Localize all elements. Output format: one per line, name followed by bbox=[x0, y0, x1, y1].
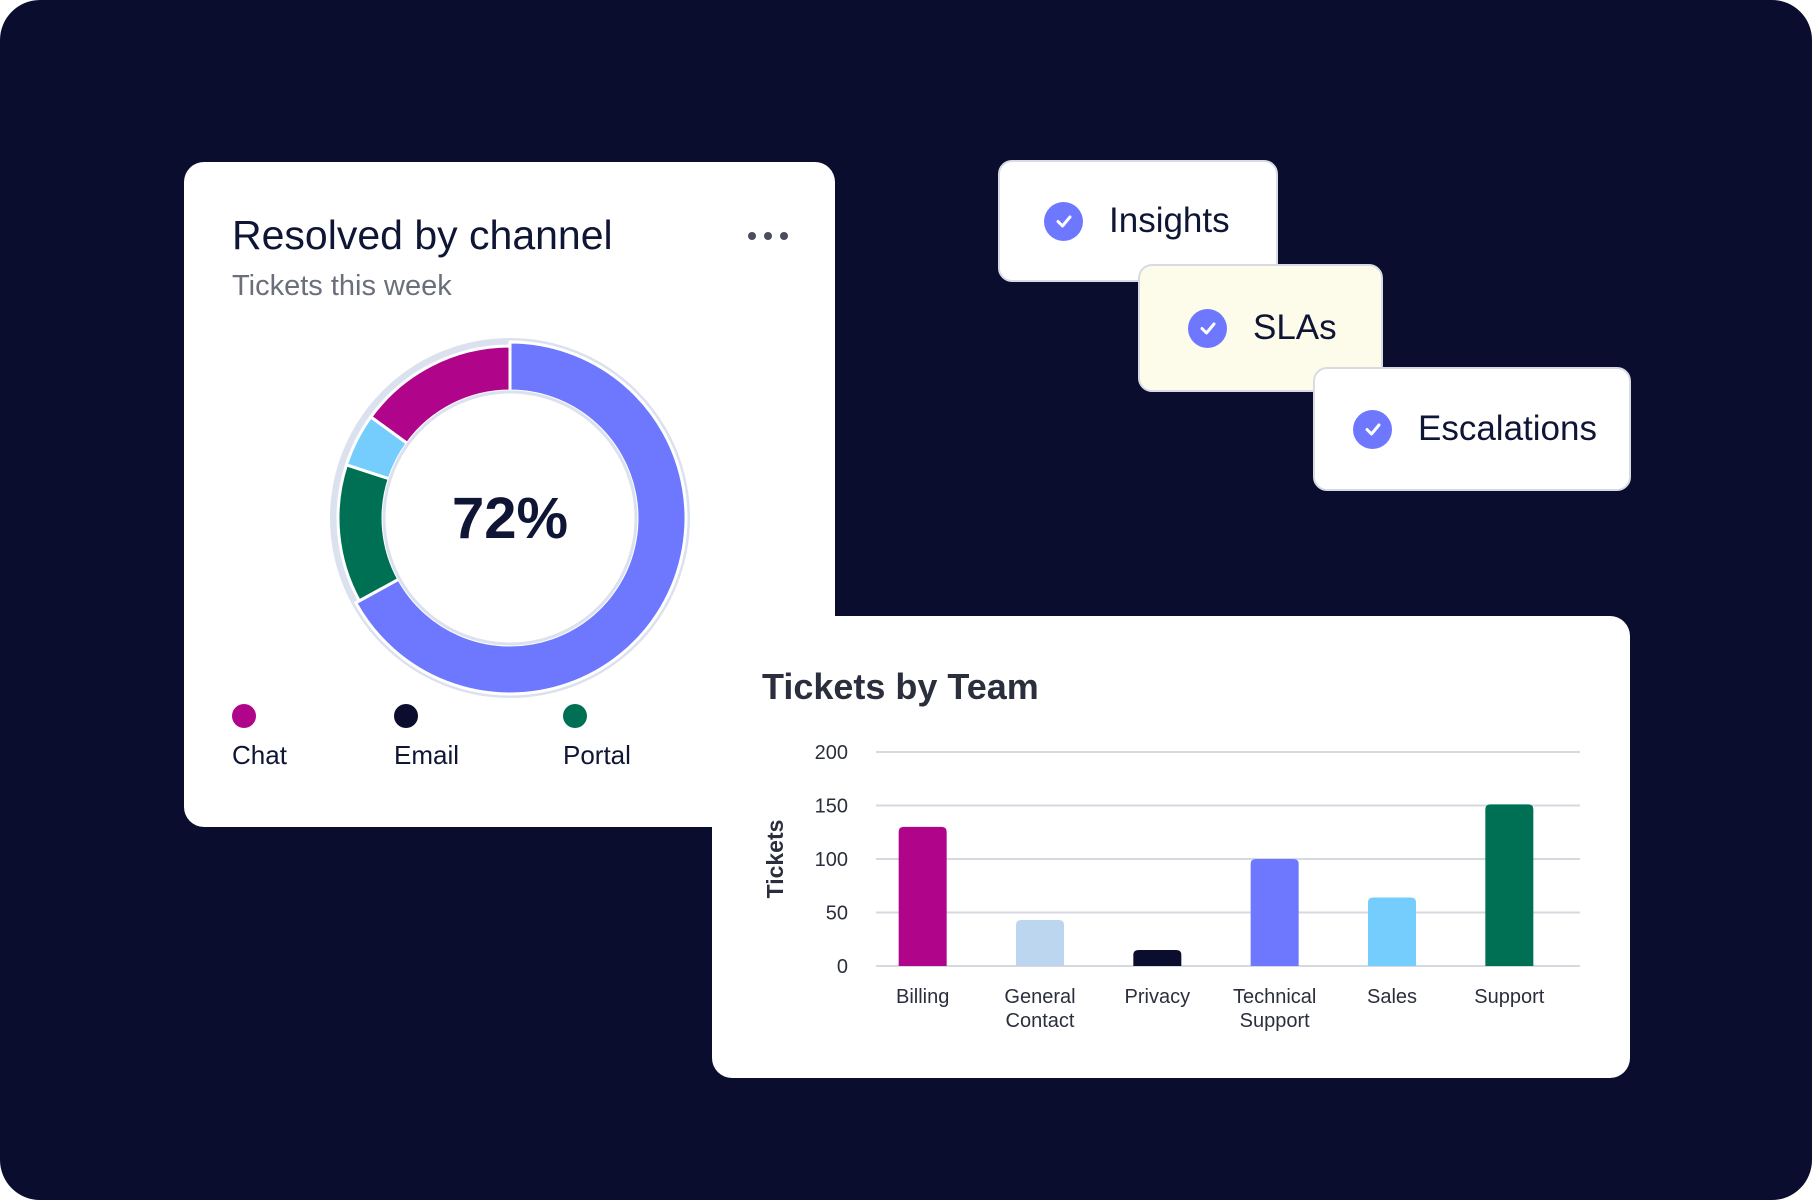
legend-label-chat: Chat bbox=[232, 740, 287, 770]
tag-label-insights: Insights bbox=[1109, 201, 1230, 240]
bar-support bbox=[1485, 804, 1534, 966]
y-tick-label: 0 bbox=[837, 956, 848, 978]
legend-dot-email bbox=[394, 704, 418, 728]
tag-insights[interactable]: Insights bbox=[998, 160, 1278, 282]
bar-general-contact bbox=[1016, 919, 1064, 966]
resolved-by-channel-card: Resolved by channel Tickets this week 72… bbox=[184, 162, 835, 827]
x-tick-label: Privacy bbox=[1125, 986, 1191, 1008]
donut-card-subtitle: Tickets this week bbox=[232, 270, 452, 302]
legend-item-email: Email bbox=[394, 704, 459, 771]
bar-card-title: Tickets by Team bbox=[762, 666, 1039, 707]
donut-hole bbox=[382, 390, 638, 646]
x-tick-label: Contact bbox=[1006, 1010, 1075, 1032]
legend-label-email: Email bbox=[394, 740, 460, 770]
donut-card-title: Resolved by channel bbox=[232, 212, 613, 258]
y-axis-label: Tickets bbox=[762, 820, 788, 899]
bar-chart: 0 50 100 150 200 Tickets Billing GeneralContact… bbox=[762, 742, 1580, 1032]
donut-center-value: 72% bbox=[452, 486, 568, 551]
legend-dot-portal bbox=[563, 704, 587, 728]
x-tick-label: General bbox=[1004, 986, 1075, 1008]
legend-item-chat: Chat bbox=[232, 704, 287, 771]
legend-item-portal: Portal bbox=[563, 704, 631, 771]
bar-technical-support bbox=[1250, 859, 1299, 966]
donut-chart: 72% bbox=[330, 338, 690, 698]
bar-privacy bbox=[1133, 949, 1182, 966]
x-tick-label: Support bbox=[1240, 1010, 1310, 1032]
check-circle-icon bbox=[1353, 409, 1392, 449]
bar-billing bbox=[898, 826, 947, 966]
more-options-icon[interactable] bbox=[740, 224, 796, 248]
tickets-by-team-card: Tickets by Team 0 50 100 150 200 Tickets Billi… bbox=[712, 616, 1630, 1078]
x-tick-label: Technical bbox=[1233, 986, 1316, 1008]
tag-label-escalations: Escalations bbox=[1418, 409, 1597, 448]
tag-escalations[interactable]: Escalations bbox=[1313, 367, 1631, 491]
check-circle-icon bbox=[1044, 201, 1083, 241]
check-circle-icon bbox=[1188, 308, 1227, 348]
y-tick-label: 200 bbox=[815, 742, 848, 764]
bar-sales bbox=[1368, 897, 1416, 966]
x-tick-label: Sales bbox=[1367, 986, 1417, 1008]
y-tick-label: 100 bbox=[815, 849, 848, 871]
x-tick-label: Billing bbox=[896, 986, 949, 1008]
y-tick-label: 150 bbox=[815, 796, 848, 818]
y-tick-label: 50 bbox=[826, 903, 848, 925]
legend-label-portal: Portal bbox=[563, 740, 631, 770]
tag-label-slas: SLAs bbox=[1253, 308, 1337, 347]
legend-dot-chat bbox=[232, 704, 256, 728]
x-tick-label: Support bbox=[1474, 986, 1544, 1008]
